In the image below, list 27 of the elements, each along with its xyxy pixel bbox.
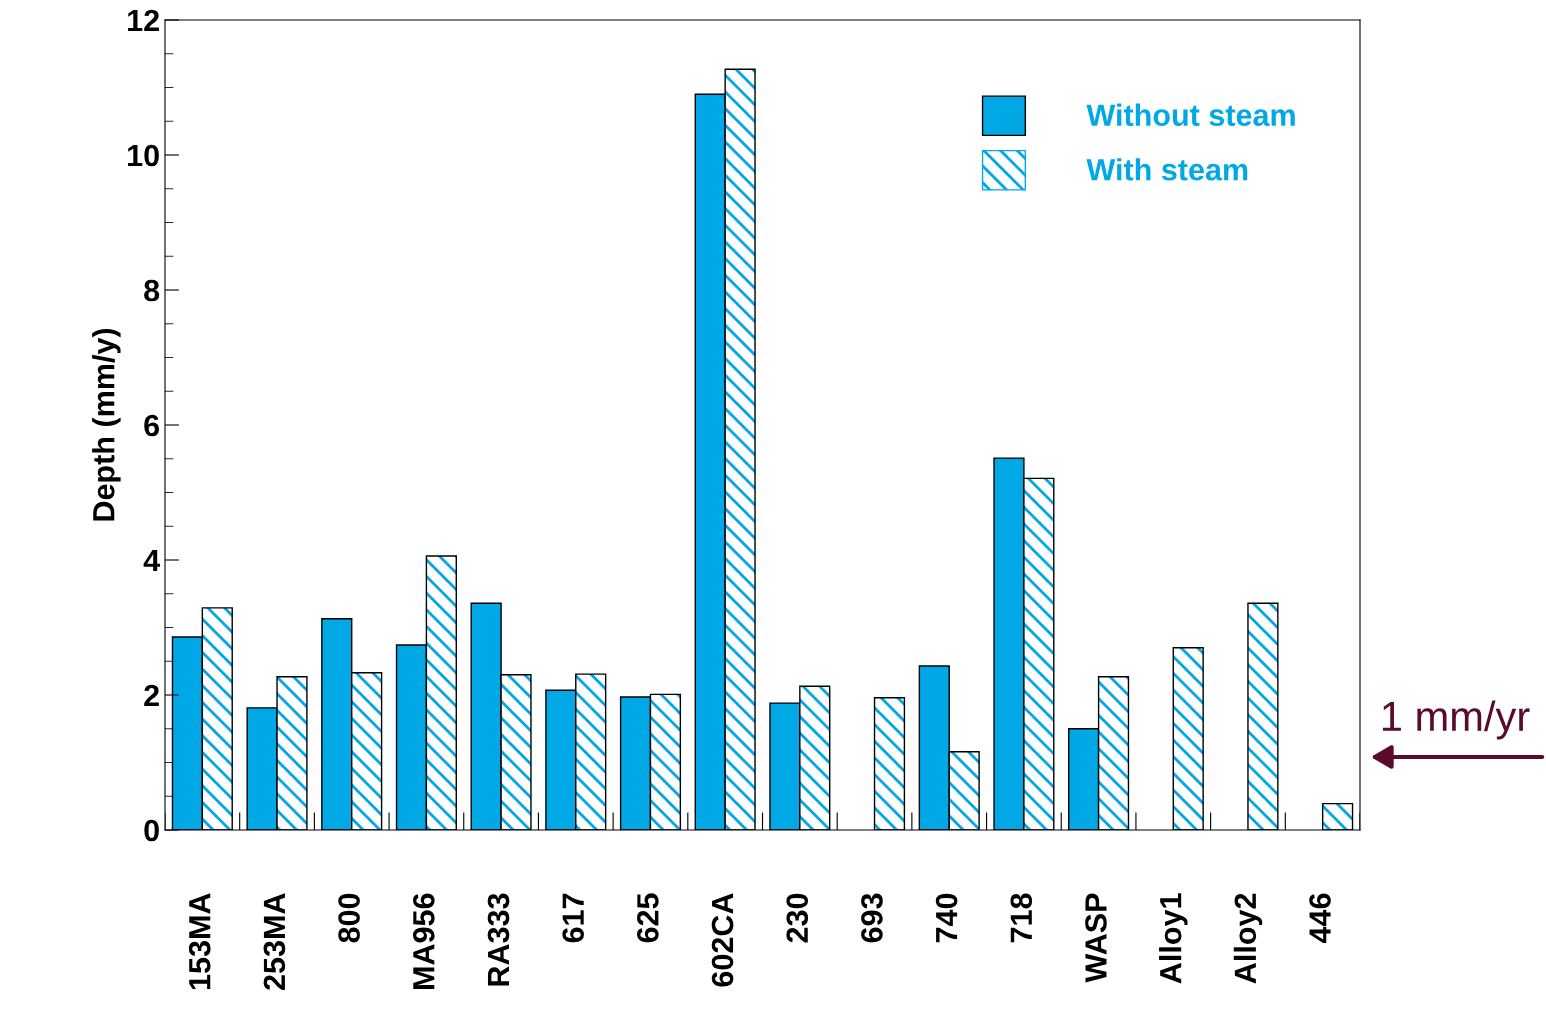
- y-tick-label: 8: [144, 279, 160, 302]
- legend-label: With steam: [1086, 158, 1248, 181]
- legend-label: Without steam: [1086, 103, 1295, 127]
- y-tick-label: 10: [128, 144, 159, 167]
- x-tick-label: 446: [1309, 893, 1331, 944]
- x-tick-label: 718: [1010, 893, 1033, 943]
- x-tick-label: 602CA: [711, 893, 734, 987]
- y-tick-label: 12: [128, 9, 159, 32]
- x-tick-label: 693: [861, 893, 883, 943]
- x-tick-label: Alloy1: [1159, 893, 1188, 984]
- x-tick-label: WASP: [1085, 893, 1107, 983]
- x-tick-label: MA956: [412, 893, 435, 989]
- text: 1 mm/yr: [1382, 700, 1530, 740]
- x-tick-label: 617: [562, 893, 584, 943]
- x-tick-label: RA333: [487, 893, 510, 986]
- y-tick-label: 0: [144, 819, 159, 842]
- y-tick-label: 4: [143, 550, 160, 572]
- x-tick-label: 625: [637, 893, 659, 943]
- y-tick-label: 2: [144, 684, 159, 707]
- y-tick-label: 6: [144, 414, 160, 437]
- y-axis-title: Depth (mm/y): [92, 328, 121, 521]
- x-tick-label: 153MA: [188, 893, 211, 990]
- x-tick-label: 800: [338, 893, 360, 943]
- x-tick-label: 230: [786, 893, 809, 943]
- x-tick-label: 253MA: [263, 893, 286, 990]
- x-tick-label: 740: [935, 893, 958, 943]
- x-tick-label: Alloy2: [1233, 893, 1263, 984]
